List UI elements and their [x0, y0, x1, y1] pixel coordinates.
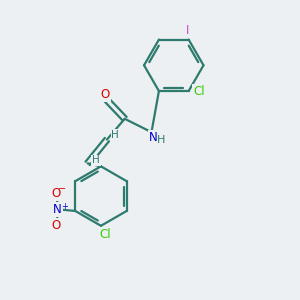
Text: H: H	[157, 136, 165, 146]
Text: Cl: Cl	[193, 85, 205, 98]
Text: Cl: Cl	[100, 228, 111, 241]
Text: N: N	[53, 203, 62, 216]
Text: −: −	[58, 184, 67, 194]
Text: N: N	[148, 131, 157, 144]
Text: H: H	[92, 155, 100, 165]
Text: H: H	[111, 130, 119, 140]
Text: O: O	[51, 187, 61, 200]
Text: I: I	[185, 24, 189, 37]
Text: O: O	[101, 88, 110, 101]
Text: +: +	[61, 202, 68, 211]
Text: O: O	[51, 219, 61, 232]
